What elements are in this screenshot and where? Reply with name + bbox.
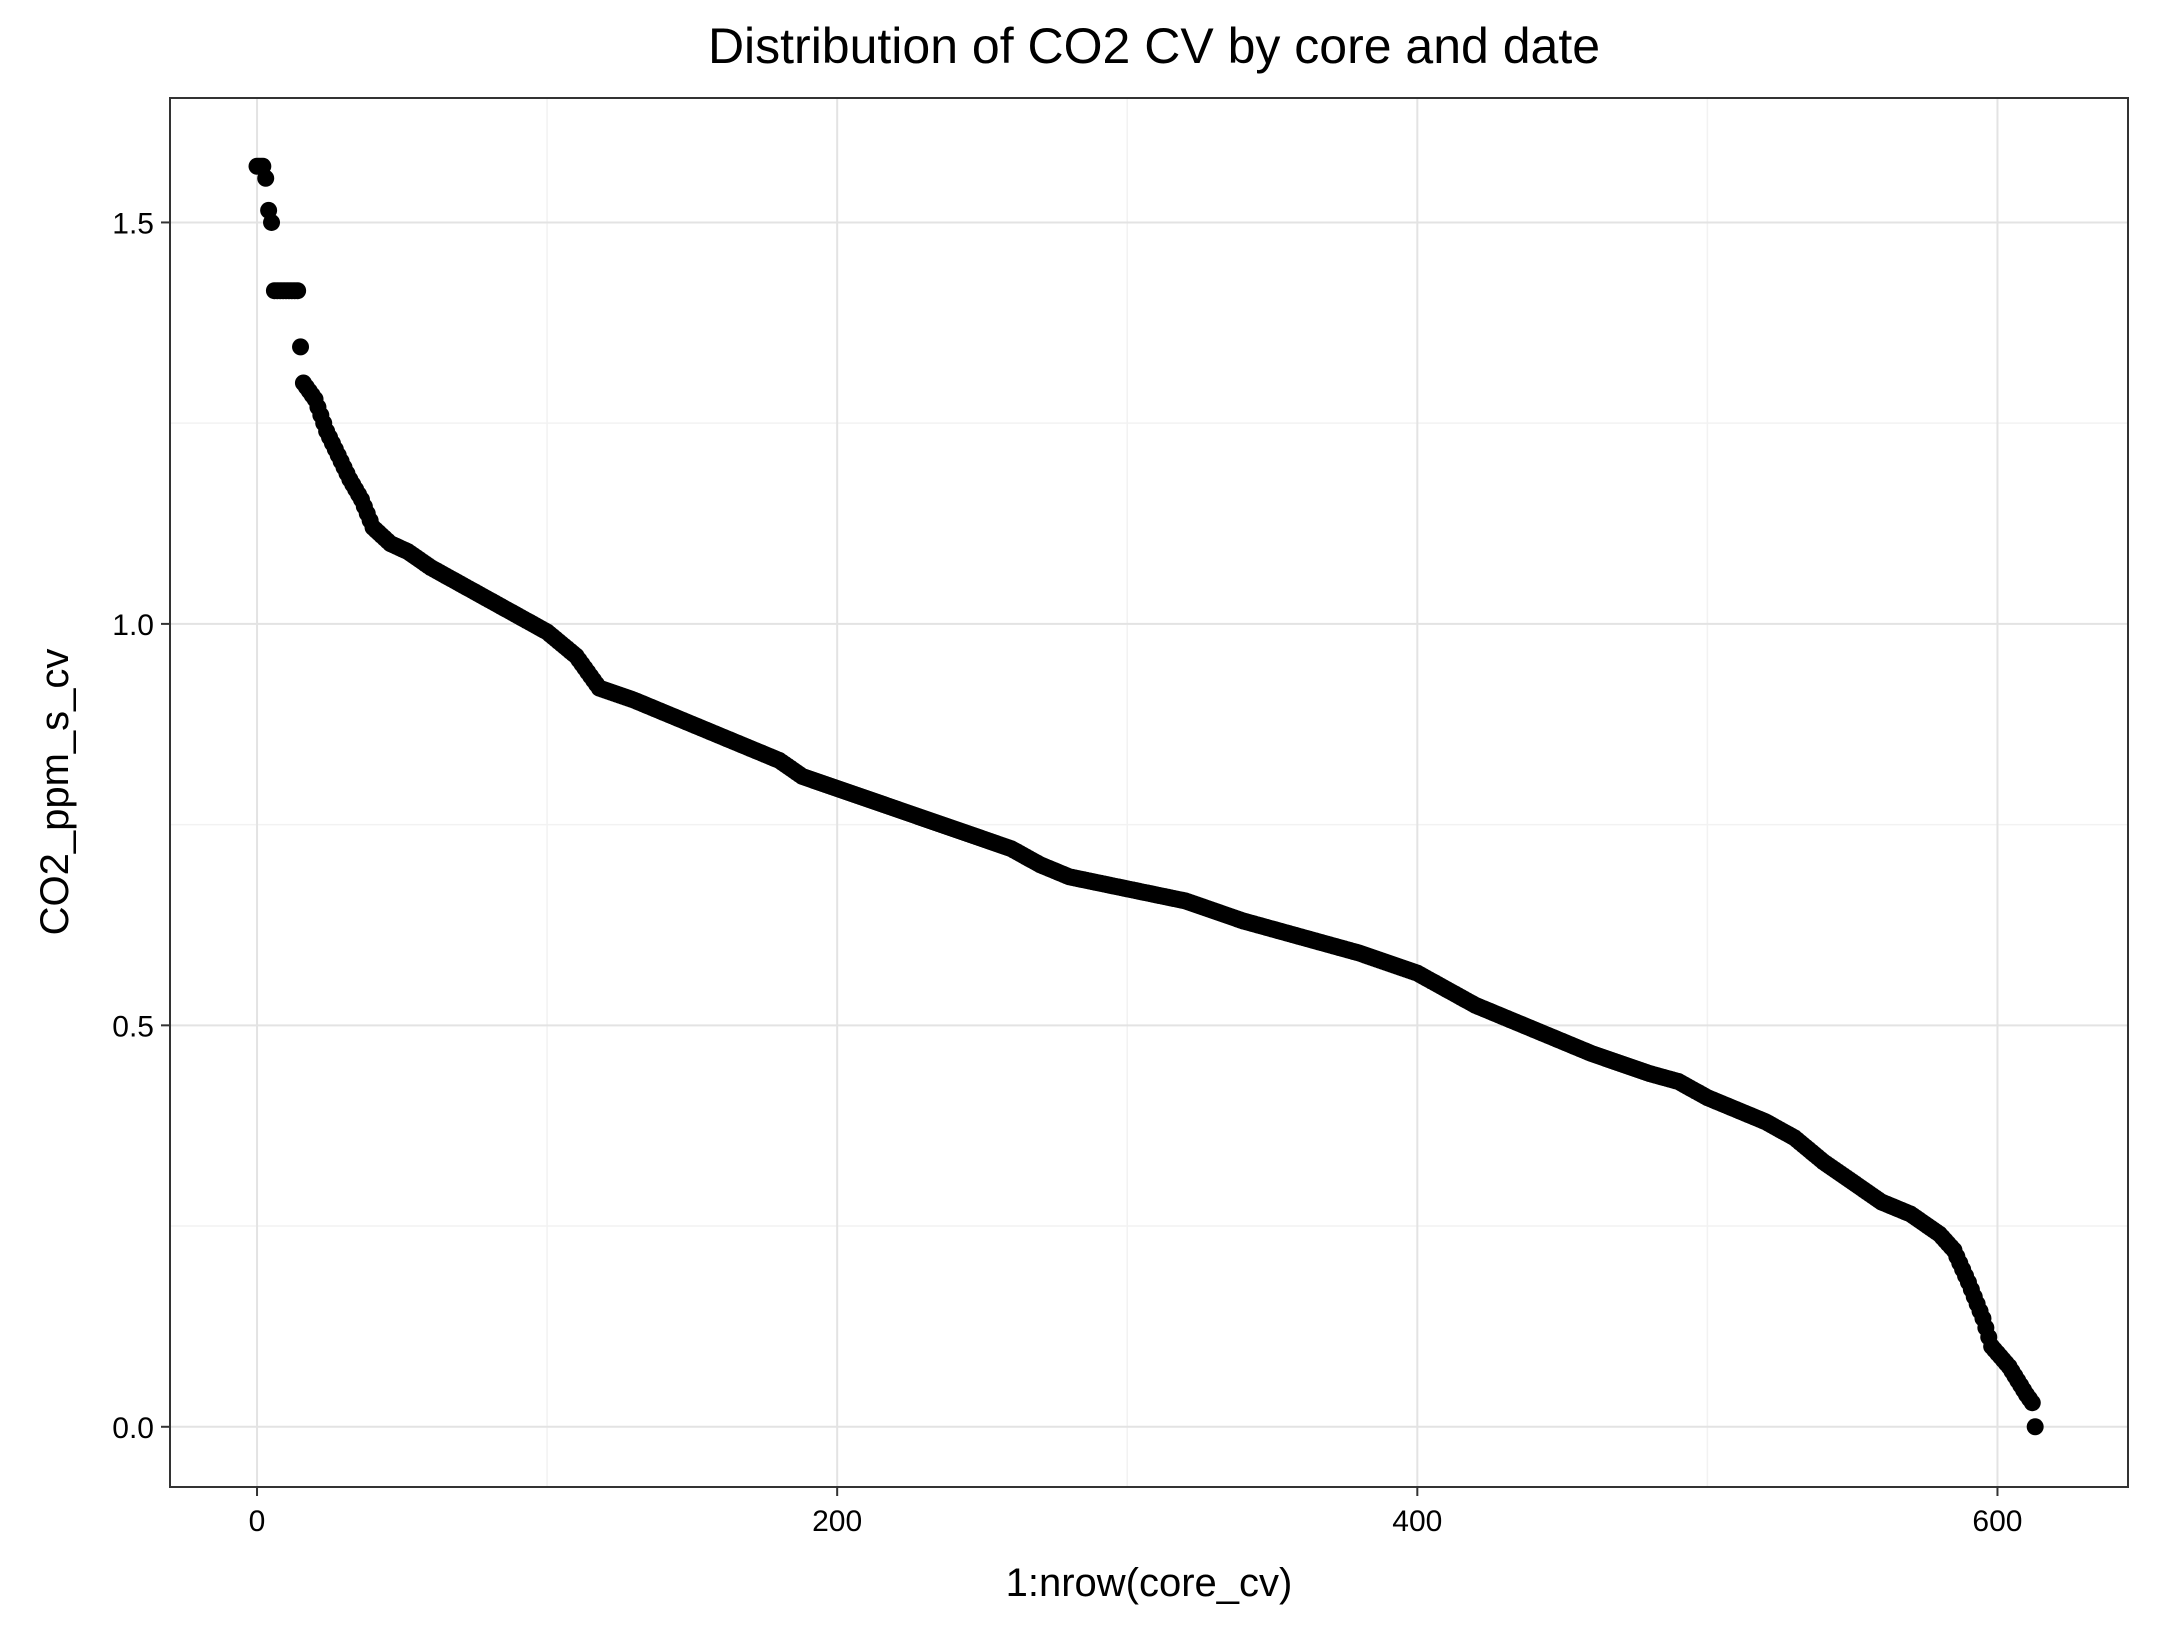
data-point (2023, 1394, 2041, 1412)
data-point (292, 338, 310, 356)
x-axis-title: 1:nrow(core_cv) (1006, 1561, 1293, 1605)
minor-gridlines (170, 98, 2128, 1487)
data-points (248, 157, 2044, 1436)
x-tick-label: 600 (1972, 1505, 2022, 1538)
y-axis: 0.0 0.5 1.0 1.5 (112, 207, 170, 1445)
y-tick-label: 1.0 (112, 609, 154, 642)
major-gridlines (170, 98, 2128, 1487)
data-point (257, 169, 275, 187)
x-tick-label: 200 (812, 1505, 862, 1538)
y-tick-label: 0.5 (112, 1010, 154, 1043)
plot-panel (170, 98, 2128, 1487)
x-tick-label: 400 (1392, 1505, 1442, 1538)
y-tick-label: 0.0 (112, 1412, 154, 1445)
data-point (289, 282, 307, 300)
x-tick-label: 0 (249, 1505, 266, 1538)
y-tick-label: 1.5 (112, 207, 154, 240)
y-axis-title: CO2_ppm_s_cv (33, 649, 77, 936)
data-point (2026, 1418, 2044, 1436)
plot-border (169, 97, 2129, 1488)
x-axis: 0 200 400 600 (249, 1487, 2022, 1538)
chart-title: Distribution of CO2 CV by core and date (708, 18, 1600, 74)
data-point (263, 213, 281, 231)
